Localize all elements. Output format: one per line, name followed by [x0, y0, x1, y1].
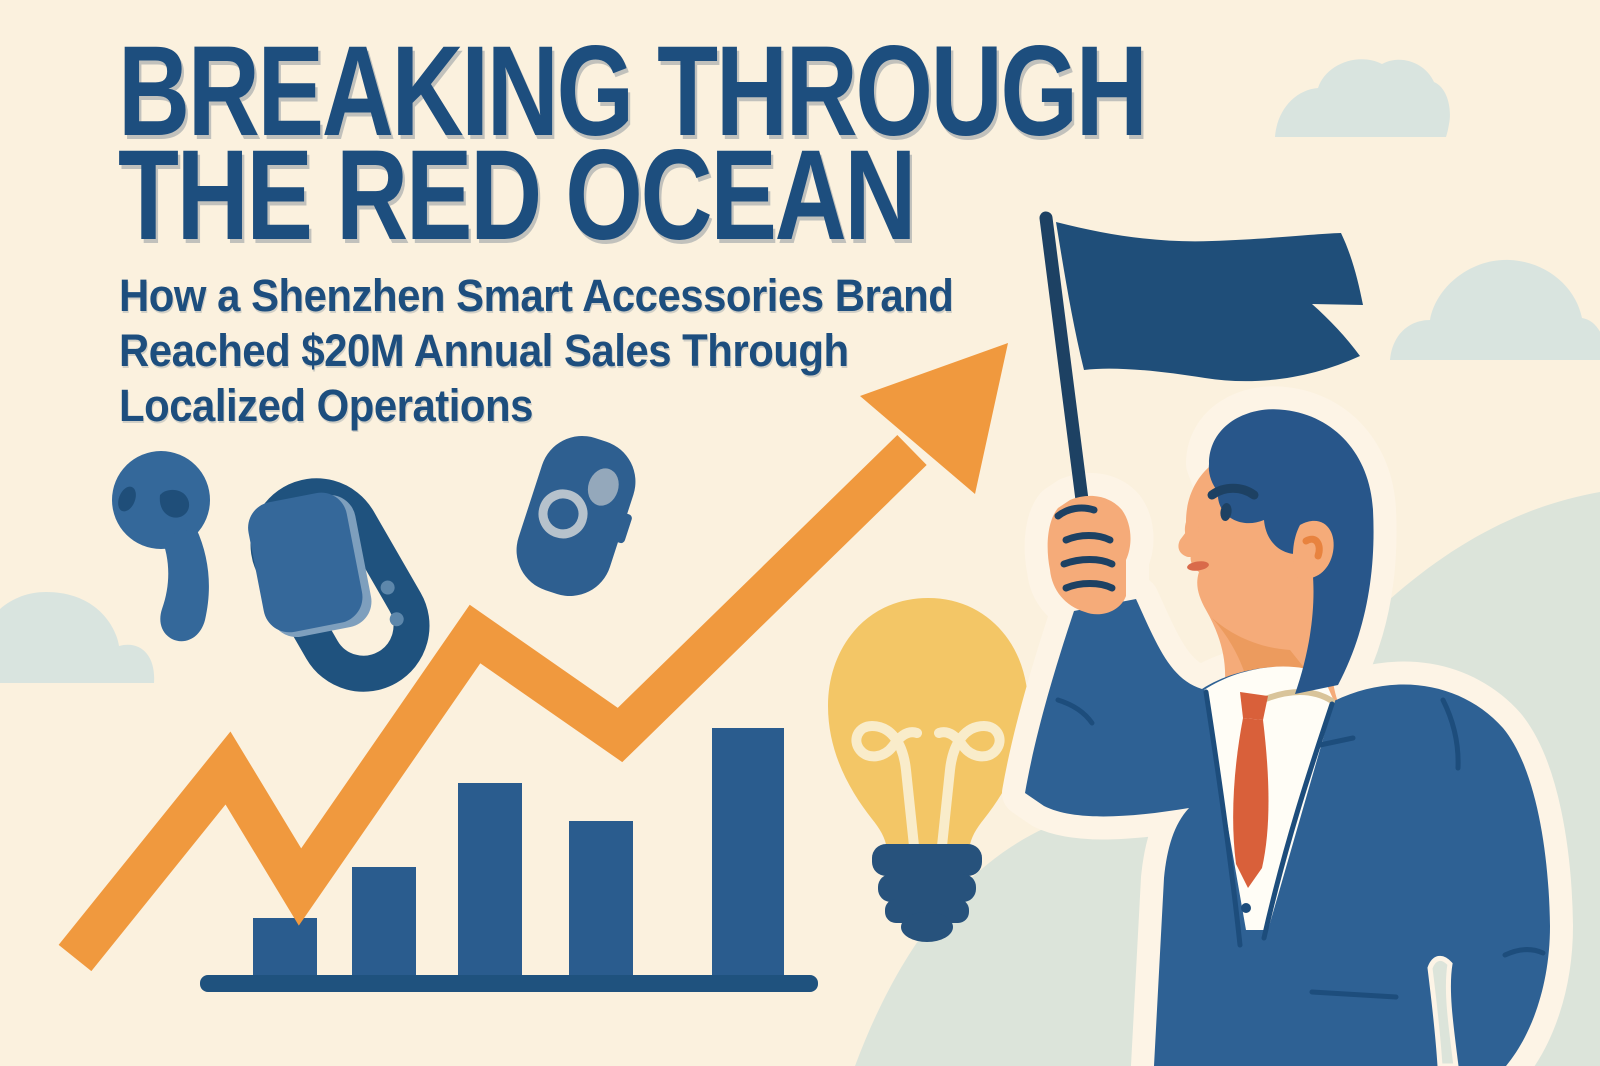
bar-2 — [352, 867, 416, 983]
growth-arrow-icon — [58, 343, 1008, 972]
cloud-icon-bottom-left — [0, 592, 155, 683]
cloud-icon-top-right — [1275, 59, 1450, 137]
title-line-1: BREAKING THROUGH — [118, 20, 1148, 163]
page-subtitle: How a Shenzhen Smart Accessories Brand R… — [119, 268, 954, 433]
smartwatch-icon — [248, 478, 430, 692]
lightbulb-icon — [828, 598, 1028, 942]
bar-4 — [569, 821, 633, 983]
title-line-2: THE RED OCEAN — [118, 124, 916, 267]
subtitle-line-2: Reached $20M Annual Sales Through — [119, 325, 849, 376]
bar-1 — [253, 918, 317, 983]
bar-chart-baseline — [200, 975, 818, 992]
subtitle-line-1: How a Shenzhen Smart Accessories Brand — [119, 270, 954, 321]
subtitle-line-3: Localized Operations — [119, 380, 533, 431]
ear — [1292, 520, 1334, 579]
lips — [1187, 561, 1209, 571]
bar-chart-bars — [253, 728, 784, 983]
cloud-icon-right — [1390, 259, 1600, 360]
arrow-head — [860, 343, 1008, 494]
page-title: BREAKING THROUGH THE RED OCEAN — [118, 20, 1148, 267]
tie — [1233, 692, 1269, 888]
suit-button — [1241, 903, 1251, 913]
eyebrow — [1207, 483, 1259, 500]
ear-inner-line — [1302, 535, 1323, 560]
bar-5 — [712, 728, 784, 983]
bar-3 — [458, 783, 522, 983]
hair — [1208, 409, 1374, 694]
businessman-illustration — [1025, 409, 1550, 1066]
fitness-tracker-icon — [516, 436, 636, 596]
bar-chart — [200, 728, 818, 992]
suit-details — [1055, 689, 1546, 1000]
nose — [1178, 516, 1199, 557]
arm-gap — [1427, 955, 1459, 1066]
wireless-earbud-icon — [112, 451, 210, 642]
eye — [1220, 503, 1232, 521]
hand-grip-lines — [1054, 504, 1116, 592]
